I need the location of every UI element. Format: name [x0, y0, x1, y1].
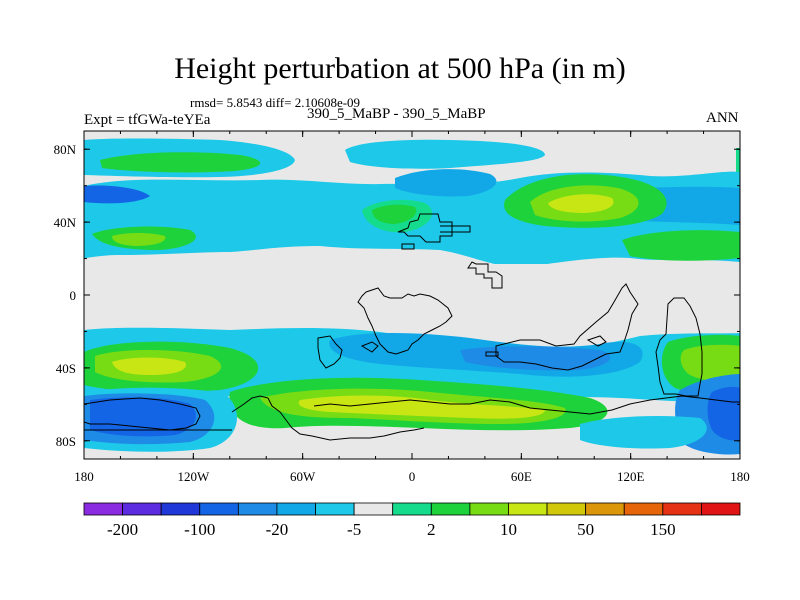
y-tick-label: 40S [56, 361, 76, 376]
case-comparison-label: 390_5_MaBP - 390_5_MaBP [307, 106, 486, 122]
axis-ticks [83, 131, 741, 459]
contour-region [84, 185, 150, 204]
colorbar-swatch [546, 502, 587, 516]
colorbar-swatch [199, 502, 239, 516]
contour-region [345, 139, 545, 169]
colorbar-swatch [430, 502, 471, 516]
colorbar-swatch [469, 502, 509, 516]
x-tick-label: 120W [177, 469, 210, 484]
coastline [467, 261, 503, 289]
coastline [84, 397, 201, 431]
season-label: ANN [706, 110, 739, 126]
colorbar-swatch [83, 502, 123, 516]
contour-region [548, 194, 614, 213]
coastline [360, 341, 379, 353]
x-tick-label: 60E [511, 469, 532, 484]
coastline [397, 213, 453, 243]
colorbar-swatch [392, 502, 432, 516]
y-tick-label: 80S [56, 434, 76, 449]
x-axis-tick-labels: 180 120W 60W 0 60E 120E 180 [74, 469, 750, 484]
coastline [586, 335, 607, 347]
contour-region [395, 169, 497, 197]
colorbar-swatch [276, 502, 316, 516]
colorbar-swatch [122, 502, 162, 516]
coastline [401, 243, 415, 250]
colorbar-label: 50 [577, 520, 594, 539]
coastline [485, 351, 499, 357]
x-tick-label: 0 [409, 469, 416, 484]
colorbar-swatch [623, 502, 664, 516]
colorbar-swatch [508, 502, 548, 516]
colorbar-swatch [353, 502, 394, 516]
colorbar-swatch [237, 502, 278, 516]
colorbar-label: 2 [427, 520, 436, 539]
colorbar-tick-labels: -200 -100 -20 -5 2 10 50 150 [107, 520, 676, 539]
contour-region [112, 233, 166, 246]
colorbar-label: -5 [347, 520, 361, 539]
colorbar-label: -100 [184, 520, 215, 539]
contour-region [90, 397, 196, 437]
contour-region [100, 152, 261, 173]
colorbar-label: 10 [500, 520, 517, 539]
colorbar [83, 502, 741, 516]
contour-region [298, 395, 545, 419]
coastline [231, 395, 425, 441]
experiment-label: Expt = tfGWa-teYEa [84, 112, 211, 128]
contour-region [622, 230, 740, 261]
chart-title: Height perturbation at 500 hPa (in m) [174, 52, 626, 85]
colorbar-label: 150 [650, 520, 676, 539]
contour-region [580, 416, 707, 449]
contour-region [372, 204, 417, 224]
coastline [313, 395, 740, 415]
coastline [357, 287, 453, 355]
y-tick-label: 40N [54, 215, 77, 230]
colorbar-swatch [585, 502, 625, 516]
x-tick-label: 120E [617, 469, 645, 484]
colorbar-swatch [701, 502, 741, 516]
contour-region [84, 264, 740, 330]
x-tick-label: 180 [730, 469, 750, 484]
coastline [440, 225, 471, 233]
colorbar-swatch [315, 502, 355, 516]
coastline [655, 297, 703, 397]
colorbar-label: -20 [266, 520, 289, 539]
x-tick-label: 180 [74, 469, 94, 484]
coastline [495, 283, 639, 371]
contour-fills [84, 138, 740, 455]
colorbar-label: -200 [107, 520, 138, 539]
contour-region [680, 344, 740, 383]
y-tick-label: 0 [70, 288, 77, 303]
colorbar-swatch [160, 502, 201, 516]
y-tick-label: 80N [54, 142, 77, 157]
x-tick-label: 60W [290, 469, 316, 484]
colorbar-swatch [662, 502, 702, 516]
coastline [317, 335, 343, 369]
y-axis-tick-labels: 80N 40N 0 40S 80S [54, 142, 77, 449]
rmsd-diff-stats: rmsd= 5.8543 diff= 2.10608e-09 [190, 95, 361, 110]
contour-region [112, 357, 186, 375]
contour-region [736, 148, 740, 172]
continent-outlines [84, 213, 740, 441]
